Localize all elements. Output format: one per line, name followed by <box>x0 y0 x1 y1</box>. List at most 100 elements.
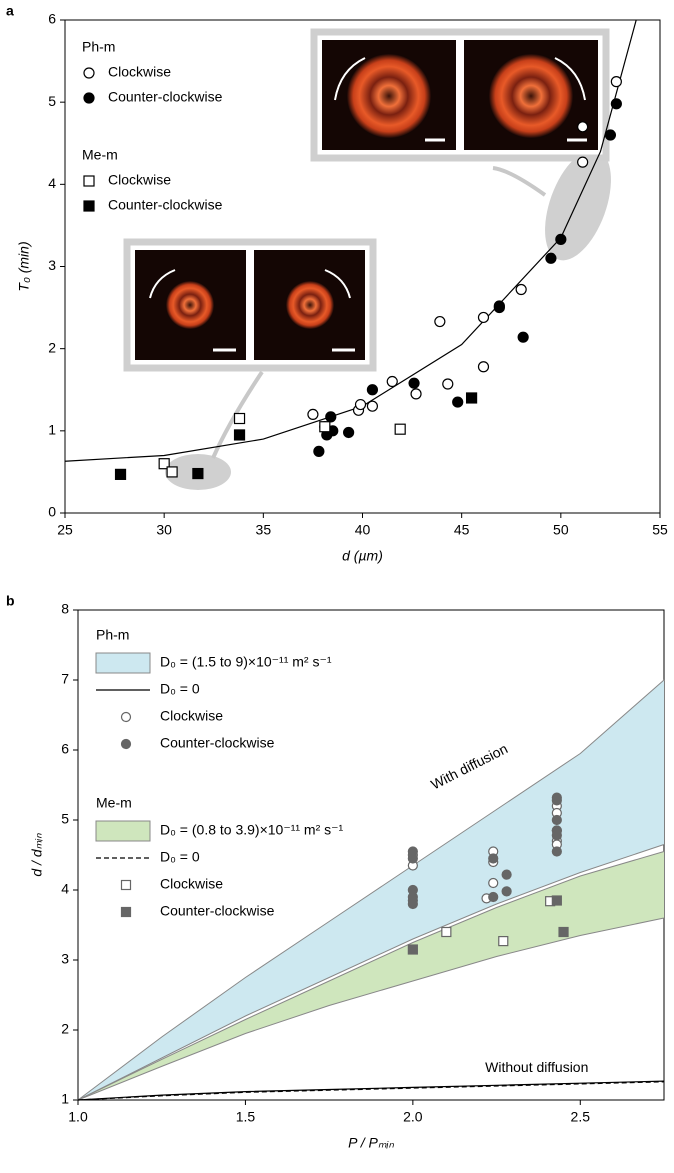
x-tick-label: 40 <box>355 522 371 538</box>
point <box>488 853 499 864</box>
legend-marker <box>120 906 132 918</box>
legend-label: D₀ = 0 <box>160 849 200 865</box>
point <box>577 121 589 133</box>
line <box>64 19 637 462</box>
legend-swatch <box>95 820 151 842</box>
y-tick-label: 4 <box>48 175 56 191</box>
point <box>551 795 562 806</box>
band <box>78 851 664 1100</box>
legend-label: Clockwise <box>108 172 171 188</box>
point <box>577 156 589 168</box>
point <box>166 466 178 478</box>
x-tick-label: 30 <box>156 522 172 538</box>
point <box>408 377 420 389</box>
point <box>343 426 355 439</box>
x-tick-label: 1.0 <box>68 1109 88 1125</box>
legend-label: Counter-clockwise <box>160 735 275 751</box>
legend-heading: Me-m <box>96 795 132 811</box>
point <box>517 331 529 343</box>
droplet <box>286 281 334 329</box>
point <box>233 412 246 425</box>
x-tick-label: 2.5 <box>571 1109 591 1125</box>
legend-marker <box>83 67 95 79</box>
point <box>313 445 325 457</box>
rotation-arrow <box>554 57 586 101</box>
point <box>434 315 446 328</box>
point <box>465 392 478 404</box>
rotation-arrow <box>149 269 176 299</box>
point <box>114 468 127 480</box>
point <box>325 411 337 423</box>
point <box>354 398 367 411</box>
band-edge <box>77 917 665 1101</box>
point <box>407 944 418 955</box>
band-edge <box>77 851 665 1101</box>
y-axis-label: d / dₘᵢₙ <box>29 833 45 877</box>
point <box>501 886 512 897</box>
legend-label: D₀ = (1.5 to 9)×10⁻¹¹ m² s⁻¹ <box>160 654 332 670</box>
point <box>558 926 569 938</box>
point <box>452 396 464 408</box>
point <box>441 926 452 938</box>
highlight <box>545 149 611 261</box>
point <box>498 935 509 947</box>
legend-label: Clockwise <box>160 708 223 724</box>
point <box>551 814 562 826</box>
panel-label: a <box>6 3 14 19</box>
y-tick-label: 5 <box>48 93 56 109</box>
annotation: Without diffusion <box>485 1059 588 1075</box>
y-tick-label: 6 <box>61 741 69 757</box>
insets <box>123 28 611 490</box>
x-tick-label: 2.0 <box>403 1109 423 1125</box>
point <box>551 895 562 906</box>
droplet <box>166 281 214 329</box>
legend-marker <box>83 175 95 187</box>
line <box>77 1081 665 1101</box>
legend-label: Counter-clockwise <box>108 89 223 105</box>
point <box>501 869 512 880</box>
x-tick-label: 1.5 <box>236 1109 256 1125</box>
band-edge <box>77 844 665 1101</box>
legend-marker <box>120 738 132 750</box>
point <box>555 233 567 245</box>
point <box>319 421 331 433</box>
point <box>442 378 454 390</box>
point <box>407 853 418 864</box>
y-tick-label: 2 <box>61 1021 69 1037</box>
point <box>515 283 527 296</box>
y-tick-label: 6 <box>48 11 56 27</box>
legend-marker <box>120 711 132 723</box>
point <box>307 408 319 420</box>
legend-label: Clockwise <box>108 64 171 80</box>
point <box>233 429 246 441</box>
point <box>610 98 622 110</box>
point <box>366 384 379 396</box>
point <box>407 898 418 910</box>
y-tick-label: 3 <box>61 951 69 967</box>
x-axis-label: d (µm) <box>342 548 383 564</box>
annotation: With diffusion <box>428 740 510 792</box>
x-tick-label: 50 <box>553 522 569 538</box>
point <box>366 400 379 412</box>
band-edge <box>77 679 665 1101</box>
droplet <box>347 54 431 138</box>
y-tick-label: 2 <box>48 339 56 355</box>
y-tick-label: 1 <box>61 1091 69 1107</box>
y-tick-label: 8 <box>61 601 69 617</box>
legend-label: Clockwise <box>160 876 223 892</box>
point <box>410 388 422 400</box>
chart: b 1.0 1.5 2.0 2.5 1 2 3 4 5 6 7 8 P / Pₘᵢₙ d / dₘᵢₙ Wit… <box>6 593 665 1151</box>
line <box>77 1080 665 1101</box>
point <box>551 846 562 857</box>
point <box>488 891 499 903</box>
point <box>394 423 406 435</box>
x-tick-label: 55 <box>652 522 668 538</box>
x-tick-label: 35 <box>256 522 272 538</box>
legend-label: D₀ = (0.8 to 3.9)×10⁻¹¹ m² s⁻¹ <box>160 822 344 838</box>
legend-marker <box>120 879 132 891</box>
point <box>386 375 398 388</box>
y-tick-label: 3 <box>48 257 56 273</box>
point <box>610 76 622 88</box>
